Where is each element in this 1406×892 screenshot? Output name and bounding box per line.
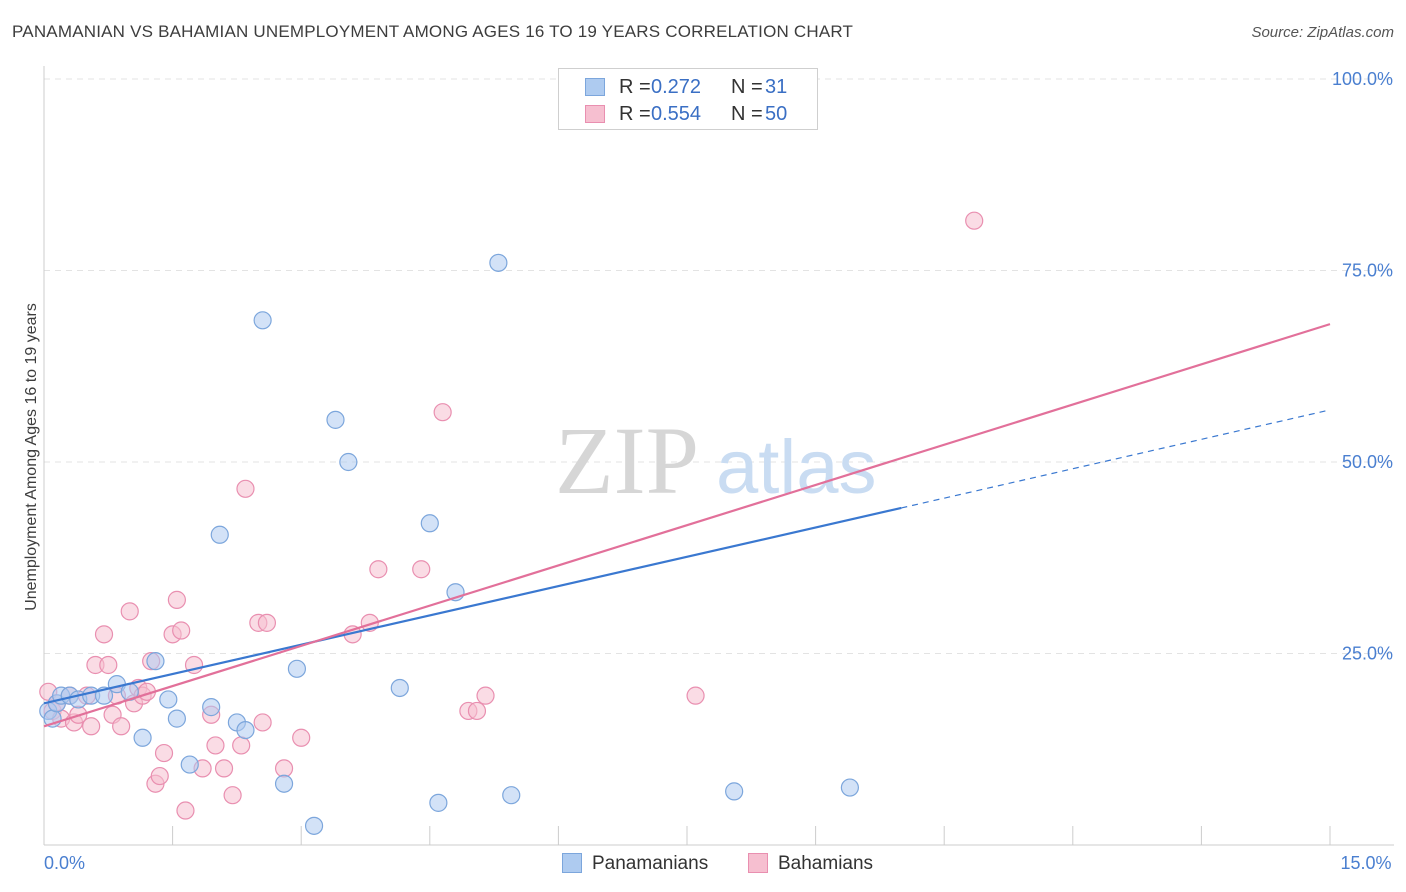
bahamian-point <box>433 403 452 422</box>
x-tick-label: 0.0% <box>44 853 85 873</box>
n-value: 50 <box>765 103 788 125</box>
bahamian-point <box>150 766 169 786</box>
chart-title: PANAMANIAN VS BAHAMIAN UNEMPLOYMENT AMON… <box>12 22 854 41</box>
panamanian-point <box>390 678 409 698</box>
trend-lines <box>43 323 1331 728</box>
bahamian-point <box>154 743 174 763</box>
bahamian-point <box>223 786 242 805</box>
panamanian-trend-line <box>43 506 902 705</box>
bahamian-point <box>292 728 311 747</box>
x-tick-label: 15.0% <box>1340 853 1391 873</box>
r-label: R = <box>619 103 651 125</box>
bahamian-point <box>236 479 255 498</box>
bahamian-point <box>412 560 431 579</box>
bahamian-point <box>176 801 195 820</box>
bahamian-point <box>206 736 225 755</box>
panamanian-point <box>429 793 448 812</box>
panamanian-trend-extension <box>901 409 1331 509</box>
panamanian-point <box>274 774 294 793</box>
bahamian-point <box>214 759 234 778</box>
panamanian-point <box>304 816 324 835</box>
n-label: N = <box>731 103 763 125</box>
bahamian-trend-line <box>43 323 1331 728</box>
panamanian-point <box>180 755 199 774</box>
bahamian-point <box>94 625 114 644</box>
n-label: N = <box>731 76 763 98</box>
bahamian-point <box>120 602 139 621</box>
legend-label: Bahamians <box>778 853 874 874</box>
bahamian-point <box>82 717 101 736</box>
bahamian-point <box>257 613 277 632</box>
bahamian-point <box>965 211 984 230</box>
legend-label: Panamanians <box>592 853 709 874</box>
panamanian-point <box>210 525 229 544</box>
source-credit: Source: ZipAtlas.com <box>1251 24 1394 41</box>
y-tick-labels: 25.0% 50.0% 75.0% 100.0% <box>1332 69 1393 664</box>
y-tick-label: 50.0% <box>1342 452 1393 472</box>
r-value: 0.554 <box>651 103 702 125</box>
bahamian-point <box>112 717 131 736</box>
watermark: ZIP atlas <box>555 407 877 514</box>
bahamian-point <box>172 621 191 640</box>
y-tick-label: 100.0% <box>1332 69 1393 89</box>
bahamian-point <box>99 655 118 675</box>
panamanian-point <box>287 659 307 678</box>
legend-row-panamanians: R = 0.272 N = 31 <box>559 74 817 101</box>
panamanian-point <box>725 782 744 801</box>
watermark-zip: ZIP <box>555 407 699 514</box>
bahamian-point <box>686 686 705 705</box>
y-tick-label: 75.0% <box>1342 261 1393 281</box>
panamanian-swatch <box>585 78 605 96</box>
correlation-legend: R = 0.272 N = 31 R = 0.554 N = 50 <box>558 68 818 130</box>
gridlines <box>44 78 1394 654</box>
x-tick-labels: 0.0% 15.0% <box>44 853 1392 873</box>
bahamian-point <box>274 759 294 778</box>
bahamian-point <box>232 736 251 755</box>
panamanian-point <box>502 786 521 805</box>
r-label: R = <box>619 76 651 98</box>
panamanian-point <box>167 709 186 728</box>
bahamian-point <box>253 713 272 732</box>
y-axis-label: Unemployment Among Ages 16 to 19 years <box>23 303 40 611</box>
panamanian-point <box>202 698 221 717</box>
panamanian-swatch <box>562 853 582 873</box>
panamanian-point <box>489 253 508 272</box>
panamanian-point <box>253 311 272 330</box>
bahamian-point <box>467 701 487 721</box>
panamanian-point <box>339 452 358 472</box>
panamanian-point <box>133 728 152 747</box>
panamanian-point <box>236 720 255 740</box>
axes <box>43 66 1394 846</box>
bahamian-point <box>369 560 388 579</box>
bahamian-swatch <box>585 105 605 123</box>
panamanian-point <box>326 410 345 429</box>
panamanian-point <box>159 690 178 709</box>
panamanian-point <box>146 652 165 671</box>
legend-row-bahamians: R = 0.554 N = 50 <box>559 101 817 128</box>
panamanian-point <box>840 778 859 797</box>
bahamian-swatch <box>748 853 768 873</box>
bahamian-point <box>167 590 186 609</box>
r-value: 0.272 <box>651 76 702 98</box>
panamanian-point <box>420 514 439 533</box>
n-value: 31 <box>765 76 788 98</box>
bahamian-point <box>476 686 495 705</box>
watermark-atlas: atlas <box>716 425 877 510</box>
y-tick-label: 25.0% <box>1342 644 1393 664</box>
